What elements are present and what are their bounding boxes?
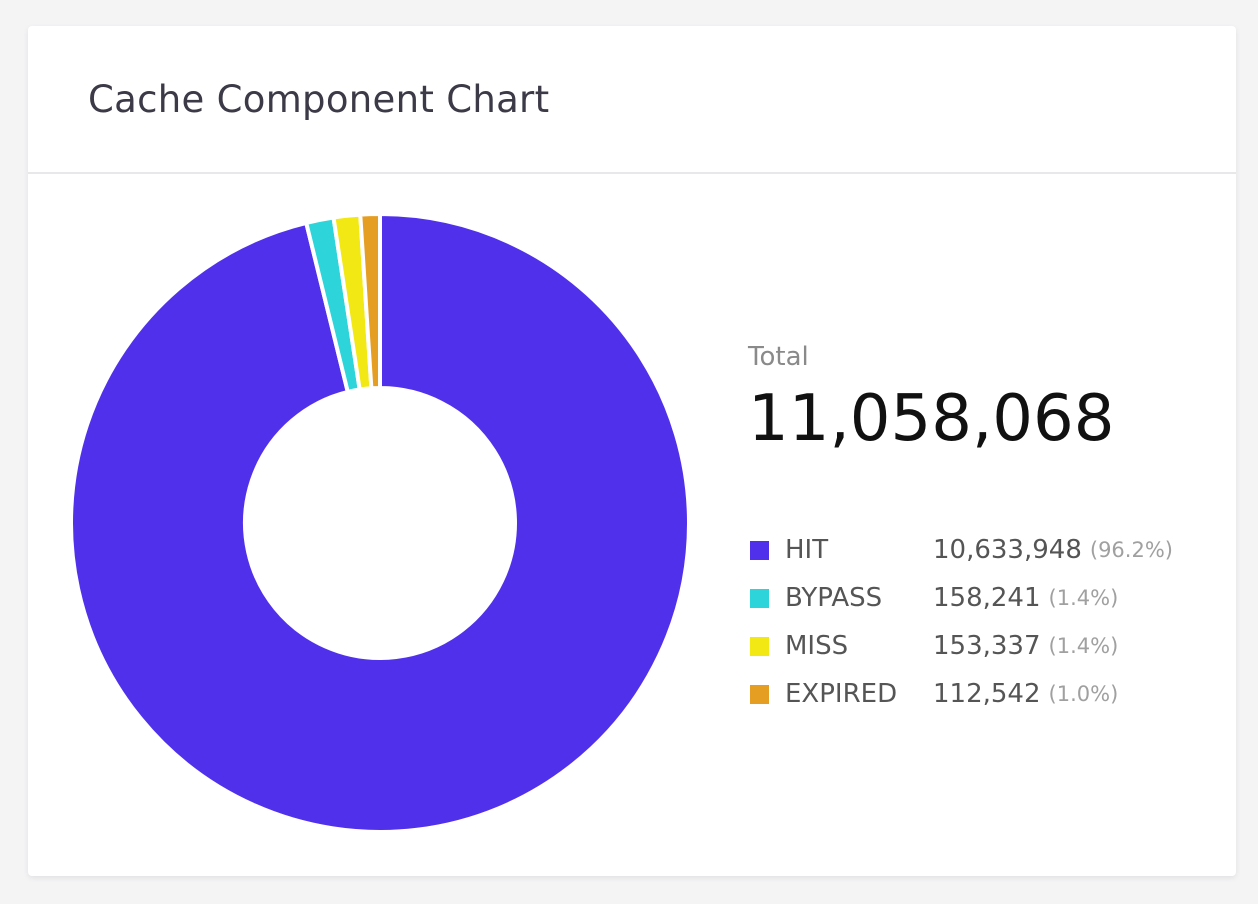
legend-value: 10,633,948 bbox=[933, 535, 1082, 565]
legend-value: 153,337 bbox=[933, 631, 1041, 661]
chart-title: Cache Component Chart bbox=[88, 78, 550, 121]
legend-item-hit[interactable]: HIT 10,633,948 (96.2%) bbox=[750, 526, 1173, 574]
chart-card: Cache Component Chart Total 11,058,068 H… bbox=[28, 26, 1236, 876]
legend-swatch bbox=[750, 588, 769, 608]
legend-percent: (1.4%) bbox=[1048, 634, 1119, 658]
legend-percent: (96.2%) bbox=[1089, 538, 1173, 562]
legend-swatch bbox=[750, 684, 769, 704]
legend-label: MISS bbox=[785, 631, 849, 661]
legend-label: HIT bbox=[785, 535, 829, 565]
legend-value: 158,241 bbox=[933, 583, 1041, 613]
legend-percent: (1.0%) bbox=[1048, 682, 1119, 706]
legend-item-bypass[interactable]: BYPASS 158,241 (1.4%) bbox=[750, 574, 1173, 622]
legend-value: 112,542 bbox=[933, 679, 1041, 709]
legend-swatch bbox=[750, 636, 769, 656]
slice-expired[interactable] bbox=[358, 211, 382, 391]
legend-swatch bbox=[750, 540, 769, 560]
legend: HIT 10,633,948 (96.2%) BYPASS 158,241 (1… bbox=[750, 526, 1173, 718]
card-header: Cache Component Chart bbox=[28, 26, 1236, 174]
legend-item-miss[interactable]: MISS 153,337 (1.4%) bbox=[750, 622, 1173, 670]
slice-hit[interactable] bbox=[69, 211, 691, 834]
legend-label: EXPIRED bbox=[785, 679, 898, 709]
total-label: Total bbox=[748, 342, 809, 372]
total-value: 11,058,068 bbox=[748, 382, 1115, 456]
donut-chart bbox=[69, 211, 691, 834]
legend-label: BYPASS bbox=[785, 583, 883, 613]
legend-item-expired[interactable]: EXPIRED 112,542 (1.0%) bbox=[750, 670, 1173, 718]
legend-percent: (1.4%) bbox=[1048, 586, 1119, 610]
